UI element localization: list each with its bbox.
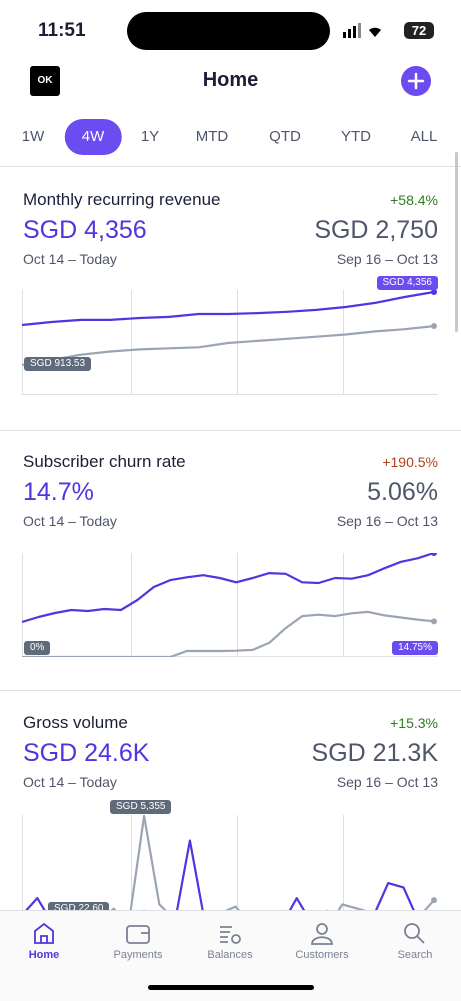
change: +190.5% <box>382 454 438 470</box>
previous-value: 5.06% <box>367 478 438 506</box>
previous-period: Sep 16 – Oct 13 <box>336 251 438 267</box>
max-badge: 14.75% <box>392 641 438 655</box>
series-line <box>22 553 435 624</box>
current-period: Oct 14 – Today <box>23 774 117 790</box>
tab-label[interactable]: Payments <box>113 949 163 961</box>
end-dot <box>431 290 437 295</box>
add-button[interactable] <box>401 66 431 96</box>
series-line <box>22 290 435 327</box>
range-tab[interactable]: 1Y <box>140 128 160 145</box>
divider <box>0 690 461 691</box>
current-value: 14.7% <box>23 478 94 506</box>
scrollbar <box>455 152 458 332</box>
status-time: 11:51 <box>38 20 86 41</box>
divider <box>0 430 461 431</box>
dynamic-island <box>127 12 330 50</box>
home-indicator <box>148 985 314 990</box>
min-badge: SGD 913.53 <box>24 357 92 371</box>
range-tab[interactable]: ALL <box>410 128 438 145</box>
range-tab[interactable]: YTD <box>341 128 371 145</box>
change: +58.4% <box>390 192 438 208</box>
sparkline <box>22 553 438 657</box>
tab-label[interactable]: Search <box>397 949 433 961</box>
min-badge: 0% <box>24 641 51 655</box>
status-icons <box>343 23 381 38</box>
end-dot <box>431 618 437 625</box>
divider <box>0 166 461 167</box>
logo[interactable]: OK <box>30 66 60 96</box>
current-value: SGD 4,356 <box>23 216 147 244</box>
series-line <box>22 325 435 367</box>
sparkline <box>22 290 438 395</box>
page-title: Home <box>202 69 259 91</box>
end-dot <box>431 897 437 904</box>
current-value: SGD 24.6K <box>23 739 150 767</box>
tab-label[interactable]: Home <box>28 949 60 961</box>
max-badge: SGD 5,355 <box>110 800 172 814</box>
previous-period: Sep 16 – Oct 13 <box>336 513 438 529</box>
previous-value: SGD 21.3K <box>311 739 438 767</box>
end-dot <box>431 553 437 556</box>
tab-label[interactable]: Balances <box>207 949 253 961</box>
range-tab[interactable]: QTD <box>269 128 301 145</box>
previous-value: SGD 2,750 <box>314 216 438 244</box>
end-dot <box>431 323 437 330</box>
current-period: Oct 14 – Today <box>23 513 117 529</box>
max-badge: SGD 4,356 <box>376 276 438 290</box>
range-tab[interactable]: 4W <box>64 119 122 155</box>
card-title: Monthly recurring revenue <box>23 190 221 209</box>
series-line <box>22 610 435 657</box>
current-period: Oct 14 – Today <box>23 251 117 267</box>
tab-label[interactable]: Customers <box>295 949 349 961</box>
range-tab[interactable]: 1W <box>21 128 45 145</box>
card-title: Gross volume <box>23 713 128 732</box>
change: +15.3% <box>390 715 438 731</box>
range-tab[interactable]: MTD <box>195 128 229 145</box>
battery: 72 <box>404 22 434 39</box>
range-tabs: 1W 4W 1Y MTD QTD YTD ALL <box>0 119 461 155</box>
tab-icons <box>34 922 425 945</box>
previous-period: Sep 16 – Oct 13 <box>336 774 438 790</box>
card-title: Subscriber churn rate <box>23 452 186 471</box>
